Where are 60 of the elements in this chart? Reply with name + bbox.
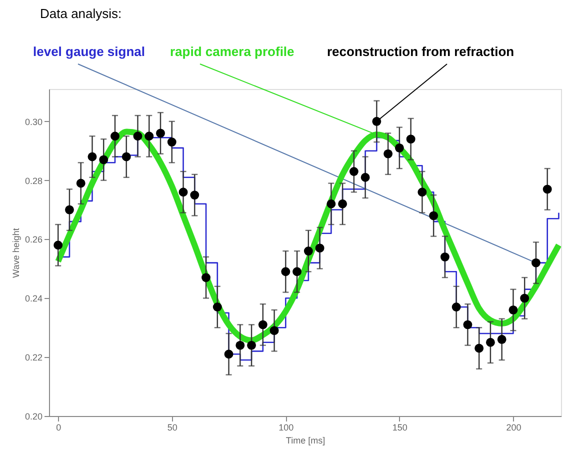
- point: [474, 344, 484, 353]
- text: reconstruction from refraction: [327, 44, 514, 59]
- point: [384, 149, 393, 158]
- point: [54, 240, 63, 250]
- point: [508, 305, 518, 314]
- point: [156, 128, 165, 138]
- point: [167, 138, 176, 146]
- point: [258, 320, 268, 330]
- point: [281, 267, 290, 276]
- point: [236, 340, 245, 350]
- point: [304, 246, 313, 256]
- point: [247, 340, 256, 350]
- point: [326, 199, 336, 208]
- x-tick-label: 150: [392, 422, 408, 432]
- point: [190, 190, 200, 200]
- x-tick-label: 0: [56, 422, 62, 432]
- point: [224, 350, 234, 359]
- point: [520, 294, 530, 303]
- y-tick-label: 0.20: [24, 412, 42, 422]
- x-tick-label: 200: [506, 422, 522, 432]
- point: [360, 172, 370, 182]
- point: [144, 132, 154, 141]
- point: [202, 273, 210, 282]
- point: [133, 132, 142, 141]
- y-axis-title: Wave height: [10, 228, 21, 278]
- chart-title: Data analysis:: [40, 6, 122, 21]
- x-tick-label: 50: [167, 422, 178, 432]
- point: [429, 211, 438, 220]
- y-tick-label: 0.26: [24, 234, 42, 245]
- point: [88, 152, 97, 162]
- point: [486, 338, 495, 347]
- point: [531, 258, 540, 268]
- y-tick-label: 0.28: [24, 176, 42, 186]
- point: [463, 320, 472, 330]
- point: [542, 184, 552, 194]
- y-tick-label: 0.30: [24, 116, 42, 127]
- point: [122, 152, 131, 162]
- point: [338, 199, 348, 208]
- point: [292, 267, 302, 276]
- point: [349, 167, 358, 176]
- point: [76, 178, 86, 188]
- point: [212, 302, 222, 312]
- y-tick-label: 0.22: [24, 352, 42, 363]
- point: [270, 326, 279, 336]
- point: [452, 302, 461, 312]
- y-tick-label: 0.24: [24, 294, 42, 304]
- point: [315, 244, 324, 253]
- text: rapid camera profile: [170, 44, 294, 59]
- x-axis-title: Time [ms]: [286, 436, 326, 446]
- point: [65, 205, 74, 214]
- text: level gauge signal: [33, 44, 145, 59]
- point: [99, 155, 108, 164]
- point: [178, 188, 188, 197]
- point: [418, 188, 427, 197]
- point: [440, 252, 450, 262]
- point: [406, 134, 416, 144]
- point: [394, 143, 404, 152]
- point: [497, 334, 506, 344]
- x-tick-label: 100: [278, 422, 294, 432]
- point: [110, 132, 120, 141]
